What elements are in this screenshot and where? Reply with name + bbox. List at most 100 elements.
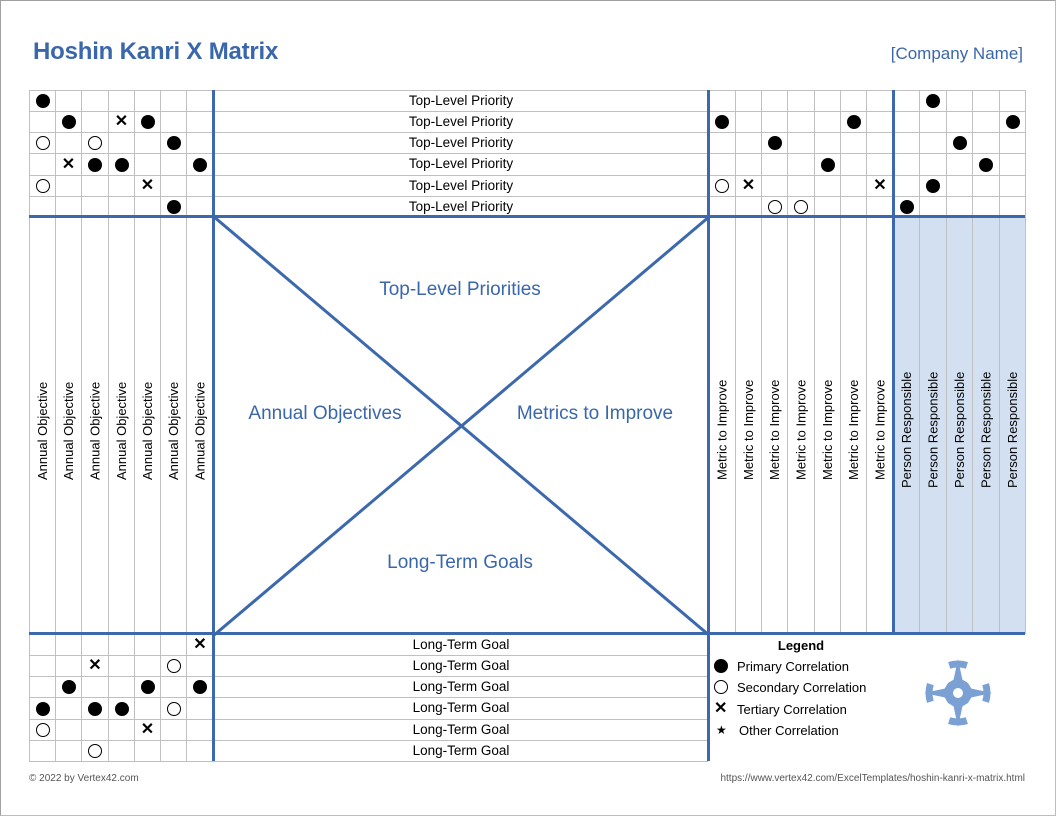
priority-person-cell[interactable] (894, 112, 919, 132)
priority-objective-cell[interactable] (56, 133, 81, 153)
priority-metric-cell[interactable] (709, 133, 735, 153)
priority-objective-cell[interactable] (82, 91, 108, 111)
priority-objective-cell[interactable] (187, 112, 213, 132)
priority-metric-cell[interactable] (788, 176, 814, 196)
priority-objective-cell[interactable] (135, 91, 160, 111)
goal-objective-cell[interactable] (56, 720, 81, 740)
priority-metric-cell[interactable] (709, 91, 735, 111)
goal-objective-cell[interactable] (109, 698, 134, 719)
priority-metric-cell[interactable] (815, 176, 840, 196)
goal-objective-cell[interactable] (30, 635, 55, 655)
priority-objective-cell[interactable] (30, 91, 55, 111)
goal-objective-cell[interactable] (109, 741, 134, 761)
metric-to-improve-label[interactable]: Metric to Improve (714, 379, 730, 480)
goal-objective-cell[interactable] (135, 698, 160, 719)
long-term-goal-label[interactable]: Long-Term Goal (412, 743, 510, 758)
priority-person-cell[interactable] (947, 197, 972, 216)
priority-objective-cell[interactable] (109, 133, 134, 153)
priority-objective-cell[interactable] (187, 91, 213, 111)
priority-metric-cell[interactable] (709, 176, 735, 196)
priority-metric-cell[interactable] (762, 112, 787, 132)
priority-metric-cell[interactable] (788, 112, 814, 132)
priority-metric-cell[interactable] (815, 112, 840, 132)
goal-objective-cell[interactable] (30, 677, 55, 697)
goal-objective-cell[interactable]: ✕ (82, 656, 108, 676)
priority-metric-cell[interactable] (788, 91, 814, 111)
priority-metric-cell[interactable] (841, 91, 866, 111)
person-responsible-label[interactable]: Person Responsible (978, 371, 994, 488)
goal-objective-cell[interactable] (161, 741, 186, 761)
priority-metric-cell[interactable] (841, 112, 866, 132)
priority-person-cell[interactable] (1000, 197, 1025, 216)
priority-objective-cell[interactable]: ✕ (109, 112, 134, 132)
priority-metric-cell[interactable] (867, 133, 893, 153)
priority-objective-cell[interactable] (109, 197, 134, 216)
goal-objective-cell[interactable] (30, 720, 55, 740)
priority-person-cell[interactable] (947, 154, 972, 175)
priority-person-cell[interactable] (1000, 91, 1025, 111)
goal-objective-cell[interactable] (109, 656, 134, 676)
priority-objective-cell[interactable] (135, 133, 160, 153)
person-responsible-label[interactable]: Person Responsible (952, 371, 967, 488)
goal-objective-cell[interactable] (161, 635, 186, 655)
priority-objective-cell[interactable] (109, 154, 134, 175)
metric-to-improve-label[interactable]: Metric to Improve (741, 379, 756, 480)
top-level-priority-label[interactable]: Top-Level Priority (408, 199, 514, 214)
goal-objective-cell[interactable] (82, 698, 108, 719)
priority-objective-cell[interactable] (161, 154, 186, 175)
annual-objective-label[interactable]: Annual Objective (114, 381, 129, 480)
goal-objective-cell[interactable] (82, 635, 108, 655)
priority-metric-cell[interactable] (709, 112, 735, 132)
metric-to-improve-label[interactable]: Metric to Improve (872, 379, 888, 480)
priority-person-cell[interactable] (973, 176, 999, 196)
priority-person-cell[interactable] (973, 133, 999, 153)
priority-objective-cell[interactable] (56, 91, 81, 111)
priority-objective-cell[interactable] (30, 112, 55, 132)
priority-objective-cell[interactable] (161, 133, 186, 153)
priority-person-cell[interactable] (1000, 176, 1025, 196)
person-responsible-label[interactable]: Person Responsible (925, 371, 941, 488)
annual-objective-label[interactable]: Annual Objective (140, 381, 155, 480)
priority-objective-cell[interactable] (187, 133, 213, 153)
metric-to-improve-label[interactable]: Metric to Improve (793, 379, 809, 480)
priority-objective-cell[interactable] (82, 176, 108, 196)
annual-objective-label[interactable]: Annual Objective (87, 381, 103, 480)
priority-person-cell[interactable] (973, 112, 999, 132)
long-term-goal-label[interactable]: Long-Term Goal (412, 658, 510, 673)
priority-person-cell[interactable] (920, 154, 946, 175)
priority-person-cell[interactable] (1000, 154, 1025, 175)
priority-metric-cell[interactable] (815, 133, 840, 153)
goal-objective-cell[interactable] (30, 741, 55, 761)
goal-objective-cell[interactable] (56, 677, 81, 697)
priority-metric-cell[interactable] (841, 154, 866, 175)
priority-metric-cell[interactable] (762, 154, 787, 175)
priority-person-cell[interactable] (973, 91, 999, 111)
priority-objective-cell[interactable] (109, 176, 134, 196)
source-url-link[interactable]: https://www.vertex42.com/ExcelTemplates/… (720, 773, 1025, 784)
goal-objective-cell[interactable] (187, 720, 213, 740)
priority-objective-cell[interactable] (56, 112, 81, 132)
goal-objective-cell[interactable]: ✕ (187, 635, 213, 655)
metric-to-improve-label[interactable]: Metric to Improve (820, 379, 835, 480)
long-term-goal-label[interactable]: Long-Term Goal (412, 700, 510, 715)
person-responsible-label[interactable]: Person Responsible (899, 371, 914, 488)
goal-objective-cell[interactable] (56, 741, 81, 761)
goal-objective-cell[interactable] (187, 677, 213, 697)
priority-metric-cell[interactable]: ✕ (867, 176, 893, 196)
priority-metric-cell[interactable] (736, 154, 761, 175)
priority-metric-cell[interactable] (815, 154, 840, 175)
goal-objective-cell[interactable] (161, 720, 186, 740)
goal-objective-cell[interactable] (30, 698, 55, 719)
priority-person-cell[interactable] (947, 133, 972, 153)
goal-objective-cell[interactable] (187, 656, 213, 676)
priority-objective-cell[interactable] (30, 154, 55, 175)
goal-objective-cell[interactable] (135, 656, 160, 676)
goal-objective-cell[interactable] (161, 677, 186, 697)
metric-to-improve-label[interactable]: Metric to Improve (846, 379, 861, 480)
long-term-goal-label[interactable]: Long-Term Goal (412, 637, 510, 652)
goal-objective-cell[interactable] (161, 656, 186, 676)
metric-to-improve-label[interactable]: Metric to Improve (767, 379, 782, 480)
goal-objective-cell[interactable] (82, 741, 108, 761)
long-term-goal-label[interactable]: Long-Term Goal (412, 722, 510, 737)
priority-objective-cell[interactable] (161, 176, 186, 196)
